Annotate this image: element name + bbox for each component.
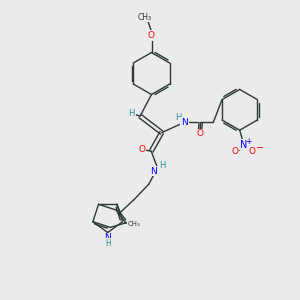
Text: O: O xyxy=(148,31,155,40)
Text: O: O xyxy=(196,129,204,138)
Text: N: N xyxy=(240,140,247,150)
Text: O: O xyxy=(232,147,239,156)
Text: H: H xyxy=(105,239,111,248)
Text: O: O xyxy=(138,145,145,154)
Text: CH₃: CH₃ xyxy=(138,13,152,22)
Text: H: H xyxy=(159,160,165,169)
Text: H: H xyxy=(175,113,181,122)
Text: CH₃: CH₃ xyxy=(128,221,140,227)
Text: +: + xyxy=(245,136,252,146)
Text: O: O xyxy=(249,147,256,156)
Text: −: − xyxy=(256,142,264,153)
Text: N: N xyxy=(104,233,111,242)
Text: N: N xyxy=(181,118,188,127)
Text: N: N xyxy=(150,167,157,176)
Text: H: H xyxy=(128,109,135,118)
